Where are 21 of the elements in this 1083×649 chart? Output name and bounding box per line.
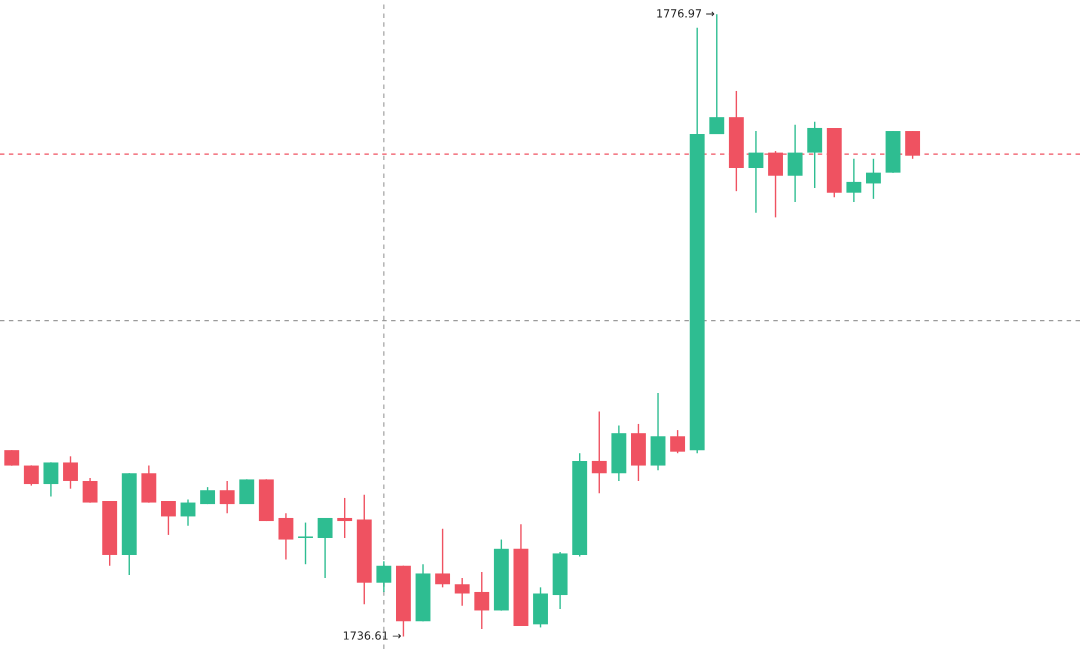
candlestick <box>82 477 98 504</box>
candlestick <box>474 571 490 630</box>
candlestick <box>866 158 881 200</box>
candlestick <box>43 461 59 498</box>
candlestick <box>160 500 176 536</box>
candlestick <box>454 577 470 607</box>
candlestick <box>748 130 764 214</box>
candlestick <box>435 528 451 589</box>
annotation: 1776.97 → <box>657 9 715 18</box>
candlestick <box>63 455 78 490</box>
candlestick <box>278 512 294 561</box>
annotation: 1736.61 → <box>343 631 401 640</box>
candlestick <box>670 429 686 454</box>
candlestick <box>591 410 607 494</box>
candlestick <box>787 124 803 203</box>
candlestick <box>317 517 333 579</box>
candlestick <box>846 158 862 203</box>
candlestick <box>219 480 235 515</box>
candlestick <box>376 560 392 593</box>
candlestick <box>337 497 353 539</box>
candlestick <box>298 521 313 565</box>
